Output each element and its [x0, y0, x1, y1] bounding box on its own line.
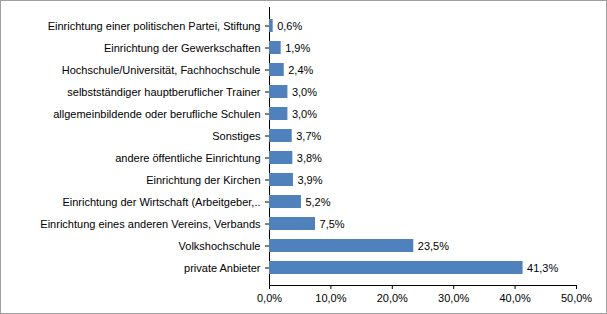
svg-text:20,0%: 20,0%	[377, 292, 408, 304]
svg-text:Sonstiges: Sonstiges	[212, 130, 261, 142]
svg-text:41,3%: 41,3%	[527, 262, 558, 274]
svg-text:Hochschule/Universität, Fachho: Hochschule/Universität, Fachhochschule	[62, 64, 261, 76]
svg-text:40,0%: 40,0%	[499, 292, 530, 304]
svg-text:Einrichtung einer politischen: Einrichtung einer politischen Partei, St…	[48, 20, 261, 32]
svg-text:5,2%: 5,2%	[305, 196, 330, 208]
svg-text:Einrichtung der Kirchen: Einrichtung der Kirchen	[146, 174, 260, 186]
svg-text:0,0%: 0,0%	[257, 292, 282, 304]
svg-text:2,4%: 2,4%	[288, 64, 313, 76]
svg-text:23,5%: 23,5%	[418, 240, 449, 252]
svg-text:0,6%: 0,6%	[277, 20, 302, 32]
svg-text:private Anbieter: private Anbieter	[184, 262, 261, 274]
svg-text:Einrichtung eines anderen Vere: Einrichtung eines anderen Vereins, Verba…	[40, 218, 261, 230]
svg-text:3,8%: 3,8%	[297, 152, 322, 164]
svg-text:50,0%: 50,0%	[561, 292, 592, 304]
svg-text:Volkshochschule: Volkshochschule	[179, 240, 261, 252]
svg-text:10,0%: 10,0%	[315, 292, 346, 304]
svg-text:3,0%: 3,0%	[292, 86, 317, 98]
svg-text:3,7%: 3,7%	[296, 130, 321, 142]
svg-text:7,5%: 7,5%	[320, 218, 345, 230]
svg-text:andere öffentliche Einrichtung: andere öffentliche Einrichtung	[115, 152, 260, 164]
svg-text:1,9%: 1,9%	[285, 42, 310, 54]
svg-text:Einrichtung der Gewerkschaften: Einrichtung der Gewerkschaften	[104, 42, 261, 54]
svg-text:3,0%: 3,0%	[292, 108, 317, 120]
svg-text:selbstständiger hauptberuflich: selbstständiger hauptberuflicher Trainer	[67, 86, 261, 98]
svg-text:allgemeinbildende oder berufli: allgemeinbildende oder berufliche Schule…	[53, 108, 260, 120]
svg-text:3,9%: 3,9%	[297, 174, 322, 186]
svg-text:Einrichtung der Wirtschaft (Ar: Einrichtung der Wirtschaft (Arbeitgeber,…	[62, 196, 260, 208]
svg-text:30,0%: 30,0%	[438, 292, 469, 304]
